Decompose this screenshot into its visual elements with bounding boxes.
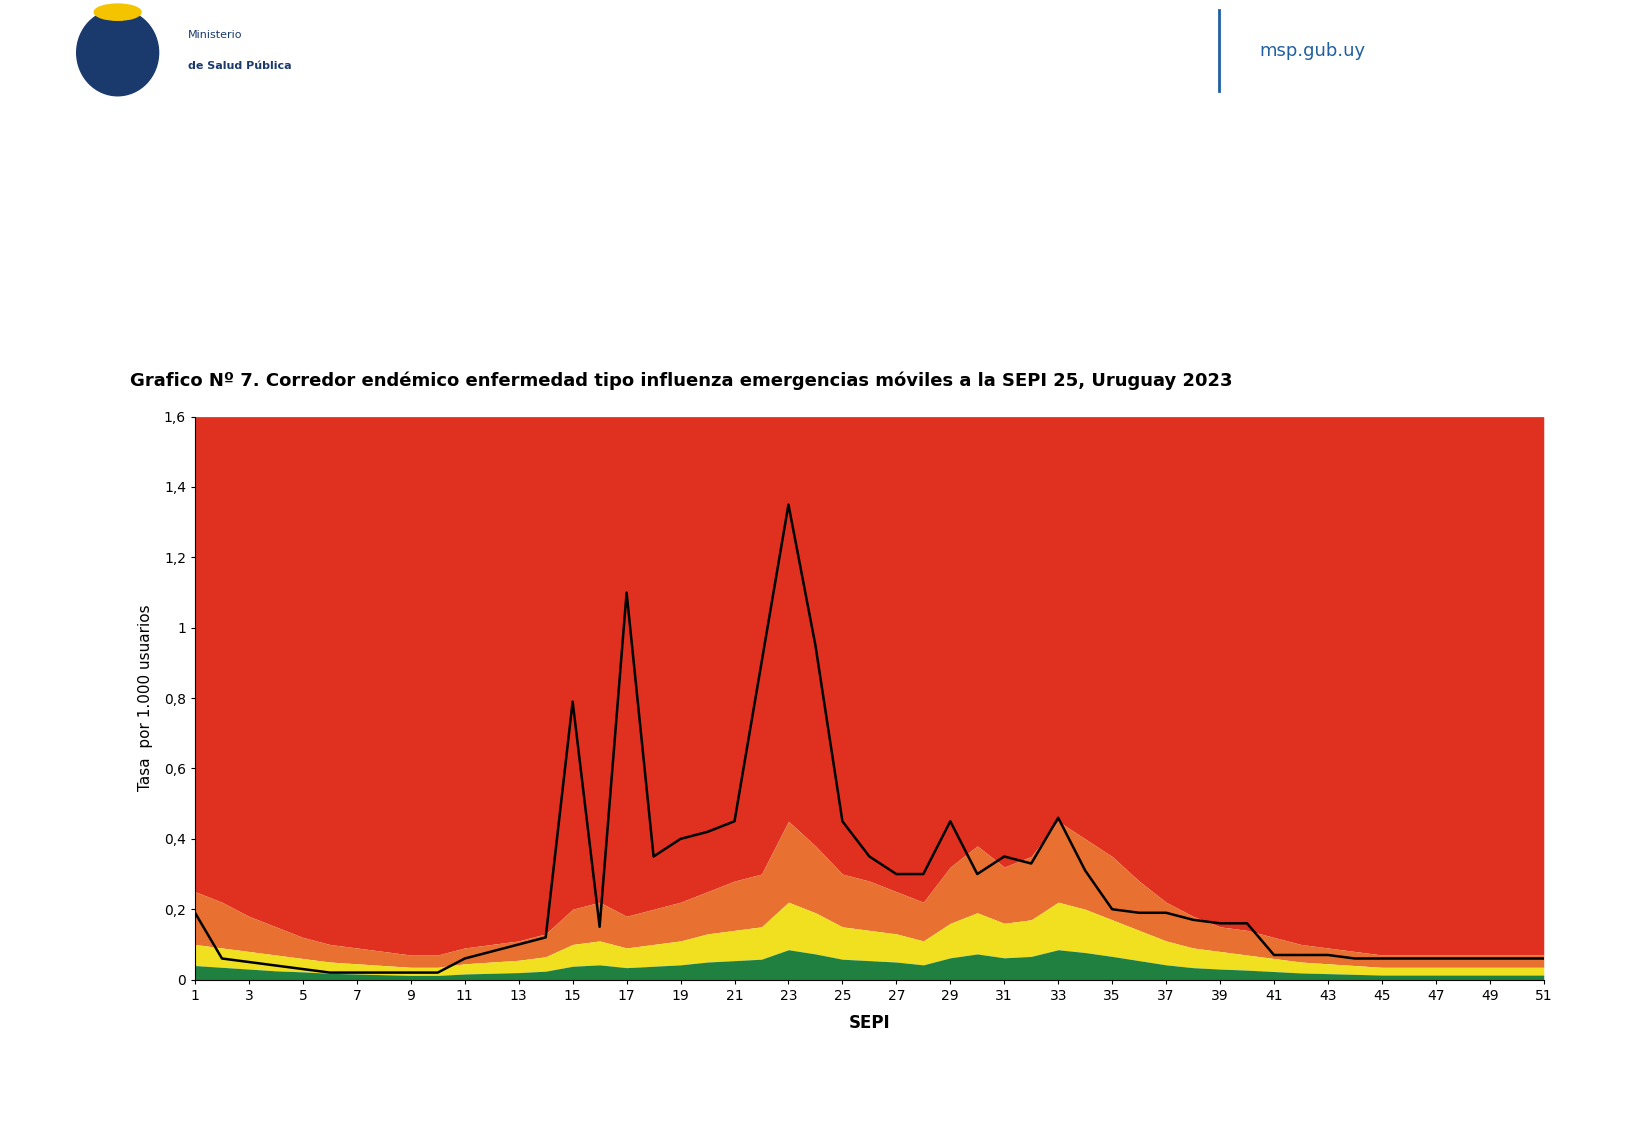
- Text: Fuentes: Departamento de Vigilancia en Salud, Unidad de Infecciones Hospitalaria: Fuentes: Departamento de Vigilancia en S…: [32, 1099, 1016, 1110]
- Y-axis label: Tasa  por 1.000 usuarios: Tasa por 1.000 usuarios: [138, 605, 153, 792]
- Circle shape: [94, 5, 141, 20]
- Text: MONITOREO EMERGENCIAS MÓVILES: MONITOREO EMERGENCIAS MÓVILES: [49, 161, 419, 179]
- Ellipse shape: [76, 10, 159, 96]
- Text: Ministerio: Ministerio: [188, 30, 242, 41]
- Text: msp.gub.uy: msp.gub.uy: [1259, 42, 1365, 60]
- X-axis label: SEPI: SEPI: [848, 1013, 890, 1031]
- Text: de Salud Pública: de Salud Pública: [188, 61, 291, 71]
- Text: Grafico Nº 7. Corredor endémico enfermedad tipo influenza emergencias móviles a : Grafico Nº 7. Corredor endémico enfermed…: [130, 372, 1232, 390]
- Text: Actualización semana epidemiológica 25 (18/06/2023 al 24/06/2023): Actualización semana epidemiológica 25 (…: [468, 89, 1157, 108]
